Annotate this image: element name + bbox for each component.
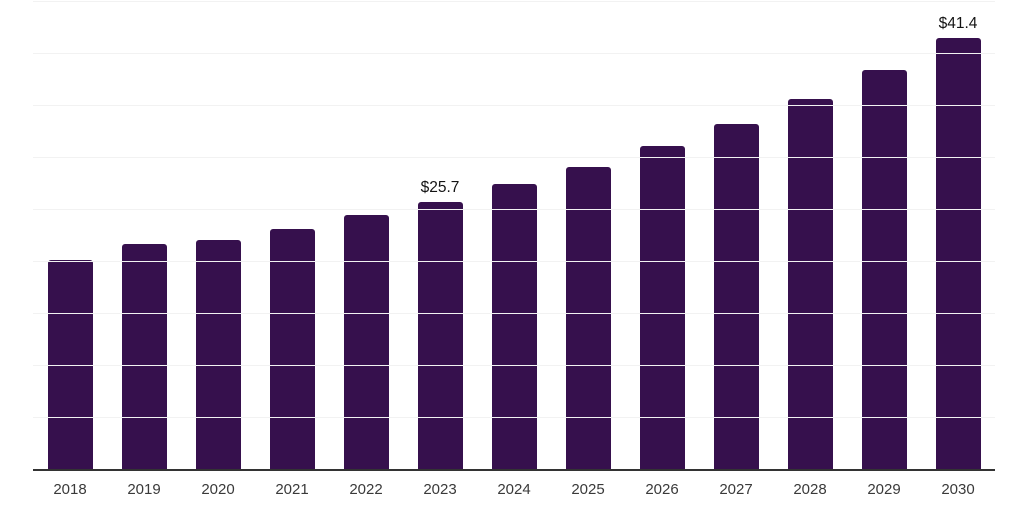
gridline-10 [33, 365, 995, 366]
gridline-30 [33, 157, 995, 158]
bar-column-2026 [625, 1, 699, 469]
bar-column-2019 [107, 1, 181, 469]
x-tick-2027: 2027 [719, 481, 753, 498]
bar-2030 [935, 38, 981, 469]
data-label-2023: $25.7 [420, 179, 460, 196]
gridline-40 [33, 53, 995, 54]
x-tick-2029: 2029 [867, 481, 901, 498]
x-tick-2019: 2019 [127, 481, 161, 498]
bar-column-2021 [255, 1, 329, 469]
bar-column-2030: $41.4 [921, 1, 995, 469]
bar-2023 [417, 202, 463, 469]
bar-2020 [195, 240, 241, 469]
bar-2018 [47, 260, 93, 469]
bar-2024 [491, 184, 537, 469]
bar-column-2018 [33, 1, 107, 469]
x-tick-2025: 2025 [571, 481, 605, 498]
x-tick-2022: 2022 [349, 481, 383, 498]
data-label-2030: $41.4 [938, 15, 978, 32]
x-tick-2021: 2021 [275, 481, 309, 498]
gridline-5 [33, 417, 995, 418]
gridline-25 [33, 209, 995, 210]
x-tick-2023: 2023 [423, 481, 457, 498]
x-tick-2024: 2024 [497, 481, 531, 498]
x-tick-2026: 2026 [645, 481, 679, 498]
bar-2022 [343, 215, 389, 469]
bar-column-2022 [329, 1, 403, 469]
bar-column-2028 [773, 1, 847, 469]
x-tick-2018: 2018 [53, 481, 87, 498]
bar-2028 [787, 99, 833, 469]
gridline-15 [33, 313, 995, 314]
bar-column-2029 [847, 1, 921, 469]
bar-column-2025 [551, 1, 625, 469]
x-axis-tick-labels: 2018 2019 2020 2021 2022 2023 2024 2025 2026 2027… [33, 480, 995, 500]
bar-2019 [121, 244, 167, 469]
bar-2025 [565, 167, 611, 469]
bar-2026 [639, 146, 685, 469]
bar-column-2024 [477, 1, 551, 469]
gridline-35 [33, 105, 995, 106]
bar-column-2023: $25.7 [403, 1, 477, 469]
bar-column-2027 [699, 1, 773, 469]
bar-2021 [269, 229, 315, 469]
x-tick-2030: 2030 [941, 481, 975, 498]
x-tick-2028: 2028 [793, 481, 827, 498]
gridline-20 [33, 261, 995, 262]
bar-2027 [713, 124, 759, 469]
bar-series: $25.7 $41.4 [33, 1, 995, 469]
plot-area: $25.7 $41.4 [33, 1, 995, 471]
bar-2029 [861, 70, 907, 469]
x-tick-2020: 2020 [201, 481, 235, 498]
bar-column-2020 [181, 1, 255, 469]
gridline-45 [33, 1, 995, 2]
